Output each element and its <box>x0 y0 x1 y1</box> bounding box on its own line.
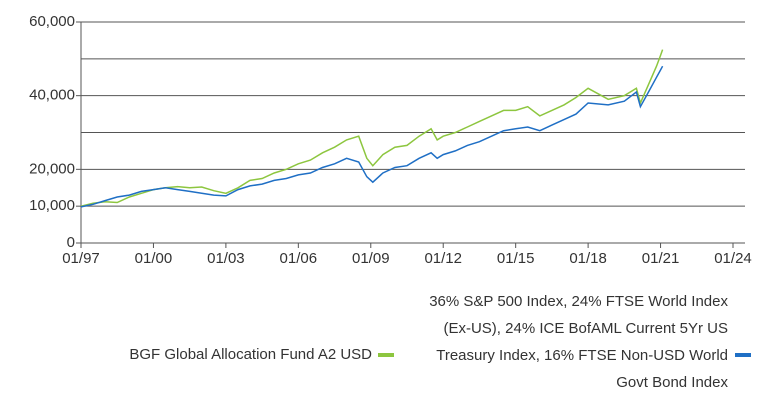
legend-label: 36% S&P 500 Index, 24% FTSE World Index … <box>429 293 728 391</box>
series-line <box>80 49 664 207</box>
x-tick-label: 01/15 <box>497 250 535 267</box>
legend-swatch <box>378 353 394 357</box>
x-tick-label: 01/24 <box>714 250 752 267</box>
x-tick-label: 01/97 <box>62 250 100 267</box>
y-tick-label: 10,000 <box>29 197 75 214</box>
x-tick-label: 01/00 <box>135 250 173 267</box>
series-line <box>80 65 664 208</box>
x-tick-label: 01/09 <box>352 250 390 267</box>
legend-swatch <box>735 353 751 357</box>
x-tick-label: 01/03 <box>207 250 245 267</box>
y-tick-label: 20,000 <box>29 160 75 177</box>
x-tick-label: 01/18 <box>569 250 607 267</box>
x-tick-label: 01/12 <box>424 250 462 267</box>
legend-label: BGF Global Allocation Fund A2 USD <box>129 346 372 363</box>
y-tick-label: 0 <box>67 234 75 251</box>
y-tick-label: 60,000 <box>29 13 75 30</box>
x-tick-label: 01/06 <box>280 250 318 267</box>
chart: 0 10,000 20,000 40,000 60,000 01/97 01/00 01/03… <box>29 13 752 267</box>
x-tick-label: 01/21 <box>642 250 680 267</box>
y-tick-label: 40,000 <box>29 87 75 104</box>
